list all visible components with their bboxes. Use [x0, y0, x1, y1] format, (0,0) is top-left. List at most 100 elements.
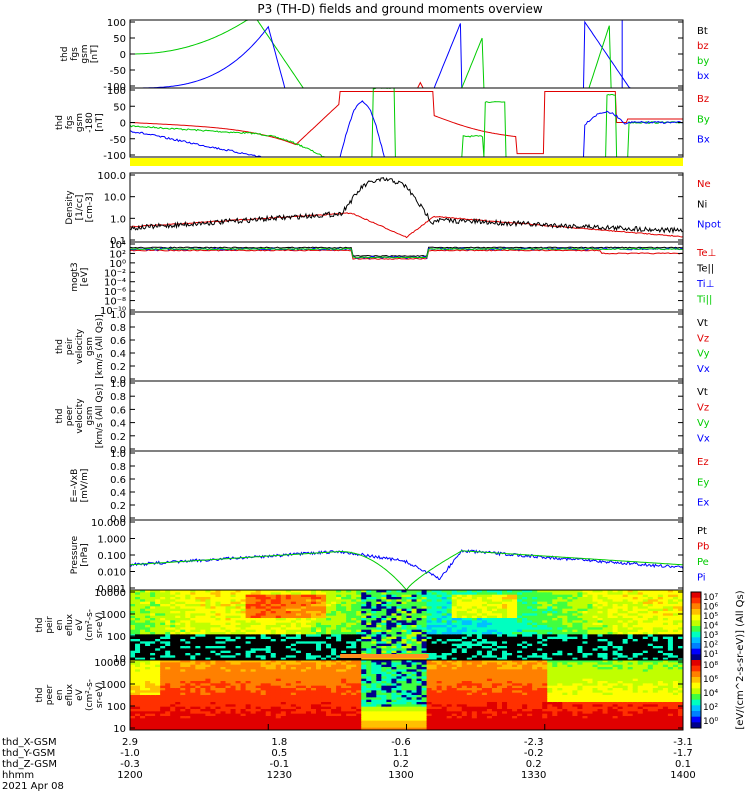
y-tick-label: 0.4 — [110, 349, 126, 360]
y-tick-labels: 100.010.01.00.1 — [97, 171, 683, 247]
spectrogram-cells — [130, 590, 684, 661]
y-tick-label: 1.0 — [110, 310, 126, 321]
y-tick-label: 10.000 — [91, 518, 126, 529]
legend-entry: Te|| — [696, 264, 714, 275]
legend-entry: Vt — [697, 387, 708, 398]
y-tick-label: 1.0 — [110, 214, 126, 225]
y-tick-label: 100.0 — [97, 171, 126, 182]
y-tick-labels: 1.00.80.60.40.20.0 — [110, 379, 683, 456]
y-tick-label: 0 — [120, 119, 126, 130]
y-axis-label-line: fgs — [70, 47, 80, 61]
panel-plot-area — [130, 247, 683, 259]
legend-entry: Ti⊥ — [696, 279, 714, 290]
y-axis-label-line: thd — [55, 409, 65, 424]
y-tick-label: 0.2 — [110, 362, 126, 373]
series-bz — [130, 83, 683, 88]
y-tick-label: 0.4 — [110, 488, 126, 499]
y-axis-label-line: sr-eV) — [95, 612, 105, 638]
legend-entry: Ey — [697, 477, 709, 488]
y-axis-label: Density[1/cc][cm-3] — [65, 190, 95, 225]
legend-entry: Pb — [697, 542, 709, 553]
series-Pe — [130, 551, 683, 590]
legend-entry: Ez — [697, 457, 709, 468]
y-axis-label-line: peer — [65, 405, 75, 426]
series-Te-par — [130, 247, 683, 256]
series-Bx — [130, 101, 683, 157]
y-axis-label-line: gsm — [75, 113, 85, 132]
y-tick-label: 0.8 — [110, 392, 126, 403]
y-tick-label: 100 — [107, 18, 126, 29]
legend-entry: Vt — [697, 318, 708, 329]
legend-entry: By — [697, 114, 710, 125]
panel-plot-area — [130, 590, 684, 661]
panel-frame — [130, 451, 683, 520]
y-axis-label-line: peir — [45, 616, 55, 634]
y-tick-label: 0.2 — [110, 432, 126, 443]
panel-frame — [130, 381, 683, 451]
y-axis-label-line: [nPa] — [80, 543, 90, 566]
y-tick-label: 1.000 — [97, 535, 126, 546]
legend-entry: bz — [697, 41, 709, 52]
y-tick-label: 0 — [120, 50, 126, 61]
y-axis-label-line: [nT] — [95, 113, 105, 131]
y-tick-label: -50 — [110, 66, 126, 77]
y-axis-label: E=-VxB[mV/m] — [70, 469, 90, 503]
y-tick-label: 0.100 — [97, 551, 126, 562]
y-axis-label-line: [eV] — [80, 268, 90, 287]
y-tick-label: 1.0 — [110, 449, 126, 460]
y-axis-label-line: [nT] — [90, 45, 100, 63]
y-axis-label-line: gsm — [85, 406, 95, 425]
legend-entry: Te⊥ — [696, 248, 716, 259]
y-axis-label-line: Density — [65, 190, 75, 225]
y-tick-label: 50 — [113, 34, 126, 45]
y-axis-label-line: [1/cc] — [75, 195, 85, 221]
y-axis-label-line: mogt3 — [70, 262, 80, 291]
legend-entry: Pe — [697, 557, 709, 568]
y-axis-label-line: thd — [55, 339, 65, 354]
legend-entry: Vx — [697, 364, 710, 375]
yellow-band — [130, 158, 683, 166]
y-tick-label: 50 — [113, 102, 126, 113]
legend-entry: Ti|| — [696, 295, 712, 306]
figure-title: P3 (TH-D) fields and ground moments over… — [257, 2, 542, 16]
legend-entry: Vx — [697, 434, 710, 445]
series-Ni — [130, 178, 683, 233]
y-tick-label: 0.6 — [110, 475, 126, 486]
panel-plot-area — [130, 88, 683, 157]
y-axis-label-line: -180 — [85, 112, 95, 133]
panel-pressure: 10.0001.0000.1000.0100.001Pressure[nPa]P… — [70, 518, 709, 595]
y-tick-label: 0.4 — [110, 419, 126, 430]
y-axis-label-line: velocity — [75, 328, 85, 364]
y-tick-label: 1.0 — [110, 379, 126, 390]
y-axis-label-line: thd — [35, 618, 45, 633]
panel-plot-area — [130, 660, 684, 731]
legend-entry: Ni — [697, 199, 707, 210]
y-tick-label: 0.2 — [110, 501, 126, 512]
y-axis-label-line: fgs — [65, 115, 75, 129]
legend-entry: bx — [697, 71, 709, 82]
y-tick-label: 0.8 — [110, 462, 126, 473]
y-axis-label-line: gsm — [85, 337, 95, 356]
y-axis-label: mogt3[eV] — [70, 262, 90, 291]
